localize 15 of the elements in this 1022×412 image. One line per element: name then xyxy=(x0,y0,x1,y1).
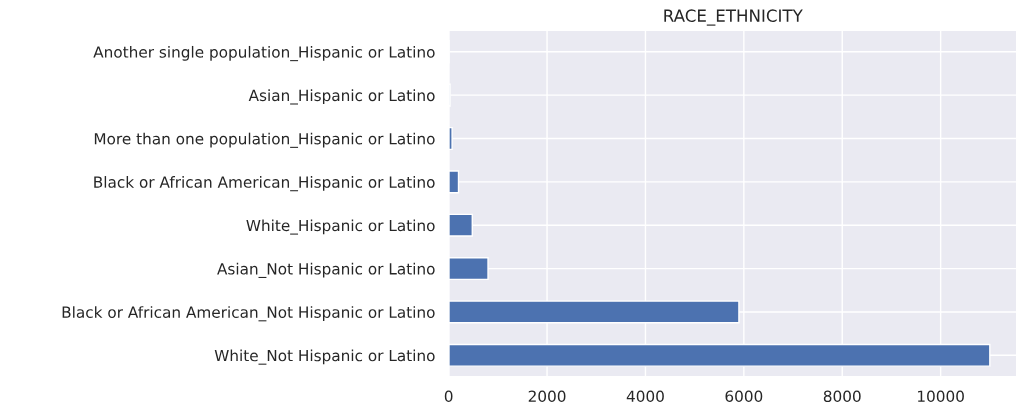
y-tick-label: Black or African American_Hispanic or Latino xyxy=(94,176,435,192)
x-tick-label: 0 xyxy=(444,390,453,402)
y-tick-label: Asian_Hispanic or Latino xyxy=(248,89,435,105)
chart-title: RACE_ETHNICITY xyxy=(664,9,803,26)
x-tick-label: 4000 xyxy=(626,390,664,402)
y-tick-label: White_Hispanic or Latino xyxy=(246,219,435,235)
y-tick-label: More than one population_Hispanic or Latino xyxy=(94,132,435,148)
x-tick-label: 2000 xyxy=(528,390,566,402)
y-tick-label: Asian_Not Hispanic or Latino xyxy=(217,262,435,278)
x-tick-label: 10000 xyxy=(918,390,964,402)
x-tick-label: 6000 xyxy=(725,390,763,402)
x-tick-label: 8000 xyxy=(823,390,861,402)
y-tick-label: Black or African American_Not Hispanic or Latino xyxy=(62,306,435,322)
y-tick-label: White_Not Hispanic or Latino xyxy=(214,349,435,365)
y-tick-label: Another single population_Hispanic or Latino xyxy=(93,45,435,62)
